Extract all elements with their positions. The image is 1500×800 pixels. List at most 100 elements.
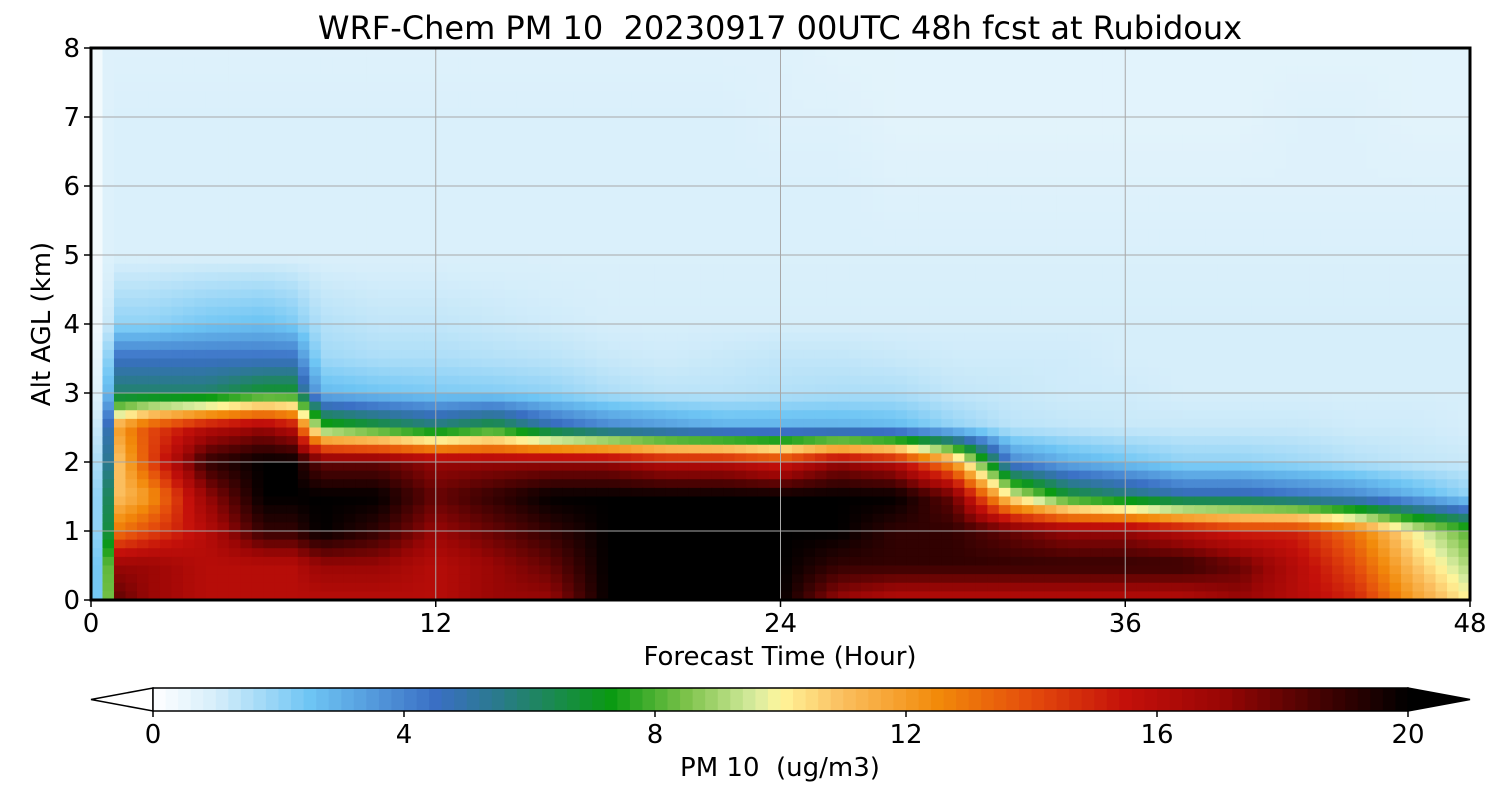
heatmap-cell [274, 194, 287, 204]
heatmap-cell [470, 375, 483, 385]
heatmap-cell [412, 160, 425, 170]
heatmap-cell [274, 237, 287, 247]
heatmap-cell [1102, 65, 1115, 75]
heatmap-cell [217, 186, 230, 196]
heatmap-cell [251, 237, 264, 247]
heatmap-cell [895, 186, 908, 196]
heatmap-cell [424, 358, 437, 368]
heatmap-cell [332, 341, 345, 351]
heatmap-cell [458, 211, 471, 222]
heatmap-cell [1205, 246, 1218, 256]
heatmap-cell [309, 349, 322, 360]
heatmap-cell [182, 186, 196, 196]
heatmap-cell [1389, 117, 1402, 127]
heatmap-cell [1067, 134, 1080, 144]
heatmap-cell [1263, 237, 1276, 247]
heatmap-cell [654, 375, 667, 385]
heatmap-cell [217, 91, 230, 101]
heatmap-cell [677, 91, 690, 101]
heatmap-cell [1435, 151, 1448, 161]
heatmap-cell [1240, 393, 1253, 403]
heatmap-cell [194, 384, 207, 394]
heatmap-cell [769, 393, 782, 403]
heatmap-cell [1148, 73, 1161, 84]
heatmap-cell [1090, 349, 1103, 360]
heatmap-cell [780, 125, 793, 135]
heatmap-cell [688, 194, 701, 204]
heatmap-cell [1424, 315, 1437, 325]
heatmap-cell [608, 99, 621, 109]
heatmap-cell [1194, 117, 1207, 127]
heatmap-cell [389, 324, 402, 334]
heatmap-cell [1067, 56, 1080, 66]
heatmap-cell [1332, 263, 1345, 273]
heatmap-cell [872, 108, 885, 118]
heatmap-cell [366, 203, 379, 213]
heatmap-cell [631, 375, 644, 385]
heatmap-cell [194, 211, 207, 222]
heatmap-cell [435, 186, 448, 196]
heatmap-cell [286, 280, 299, 291]
heatmap-cell [883, 332, 897, 342]
heatmap-cell [424, 375, 437, 385]
heatmap-cell [688, 186, 701, 196]
heatmap-cell [182, 108, 196, 118]
heatmap-cell [1171, 211, 1184, 222]
heatmap-cell [1228, 280, 1241, 291]
heatmap-cell [228, 324, 241, 334]
heatmap-cell [297, 186, 310, 196]
heatmap-cell [286, 82, 299, 92]
heatmap-cell [1148, 384, 1161, 394]
heatmap-cell [1355, 73, 1368, 84]
heatmap-cell [447, 341, 460, 351]
heatmap-cell [527, 384, 540, 394]
heatmap-cell [205, 237, 219, 247]
heatmap-cell [1424, 246, 1437, 256]
heatmap-cell [1044, 125, 1057, 135]
heatmap-cell [596, 401, 609, 411]
heatmap-cell [734, 315, 747, 325]
heatmap-cell [1113, 73, 1126, 84]
heatmap-cell [297, 220, 310, 230]
heatmap-cell [929, 73, 942, 84]
heatmap-cell [1021, 229, 1034, 239]
heatmap-cell [136, 151, 150, 161]
heatmap-cell [1320, 108, 1333, 118]
heatmap-cell [527, 117, 540, 127]
heatmap-cell [883, 125, 897, 135]
heatmap-cell [1424, 65, 1437, 75]
heatmap-cell [1159, 168, 1172, 178]
heatmap-cell [125, 298, 138, 308]
heatmap-cell [562, 349, 575, 360]
heatmap-cell [769, 272, 782, 282]
heatmap-cell [1251, 56, 1264, 66]
heatmap-cell [975, 280, 988, 291]
heatmap-cell [803, 108, 816, 118]
heatmap-cell [297, 229, 310, 239]
heatmap-cell [125, 289, 138, 299]
heatmap-cell [723, 358, 736, 368]
heatmap-cell [309, 203, 322, 213]
heatmap-cell [401, 358, 414, 368]
heatmap-cell [700, 56, 713, 66]
heatmap-cell [814, 341, 828, 351]
heatmap-cell [1389, 168, 1402, 178]
heatmap-cell [1274, 263, 1287, 273]
heatmap-cell [412, 194, 425, 204]
heatmap-cell [952, 134, 965, 144]
heatmap-cell [343, 341, 356, 351]
heatmap-cell [1056, 194, 1069, 204]
heatmap-cell [493, 393, 506, 403]
heatmap-cell [1205, 151, 1218, 161]
heatmap-cell [424, 263, 437, 273]
heatmap-cell [182, 324, 196, 334]
heatmap-cell [941, 349, 954, 360]
heatmap-cell [826, 332, 839, 342]
heatmap-cell [1136, 375, 1149, 385]
heatmap-cell [711, 99, 724, 109]
heatmap-cell [1125, 393, 1138, 403]
heatmap-cell [217, 341, 230, 351]
heatmap-cell [125, 341, 138, 351]
heatmap-cell [240, 255, 253, 265]
heatmap-cell [1205, 73, 1218, 84]
